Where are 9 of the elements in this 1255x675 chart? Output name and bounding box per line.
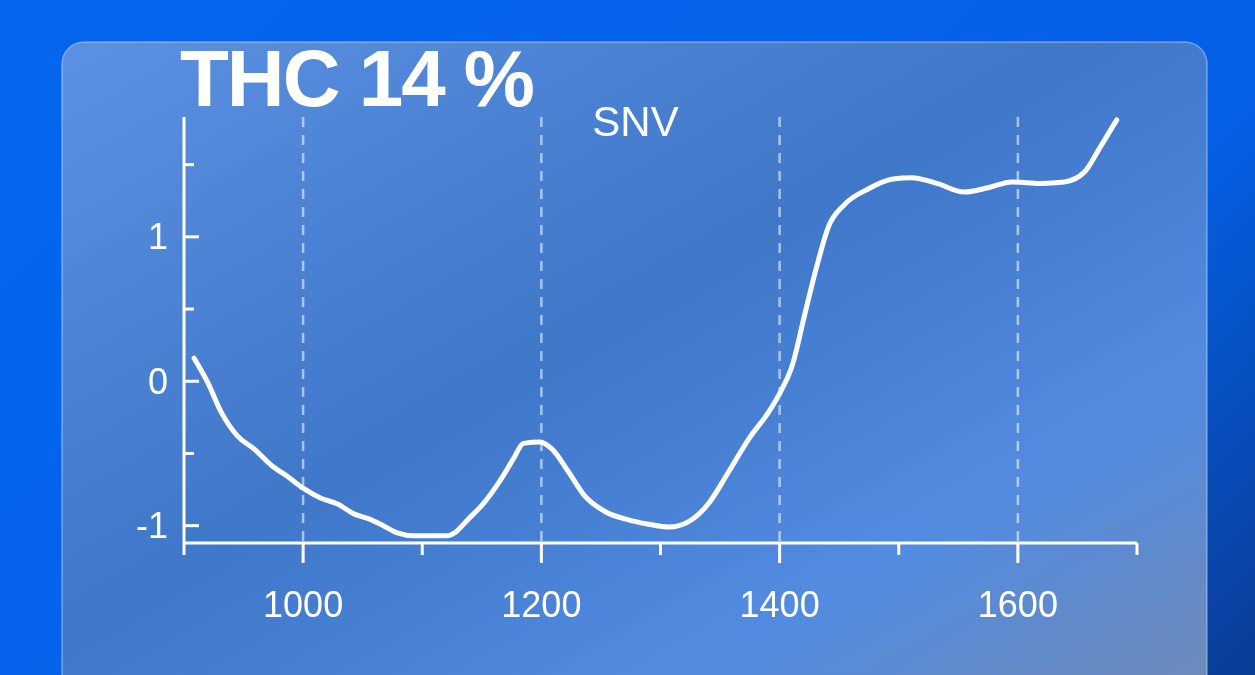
y-tick-label: 0	[147, 360, 168, 402]
x-tick-label: 1400	[739, 584, 820, 625]
x-tick-label: 1600	[977, 584, 1058, 625]
x-tick-label: 1000	[263, 584, 344, 625]
chart-title: THC 14 %	[180, 34, 534, 123]
x-tick-label: 1200	[501, 584, 582, 625]
y-tick-label: -1	[135, 505, 168, 547]
chart-subtitle: SNV	[592, 98, 679, 145]
y-tick-label: 1	[147, 216, 168, 258]
